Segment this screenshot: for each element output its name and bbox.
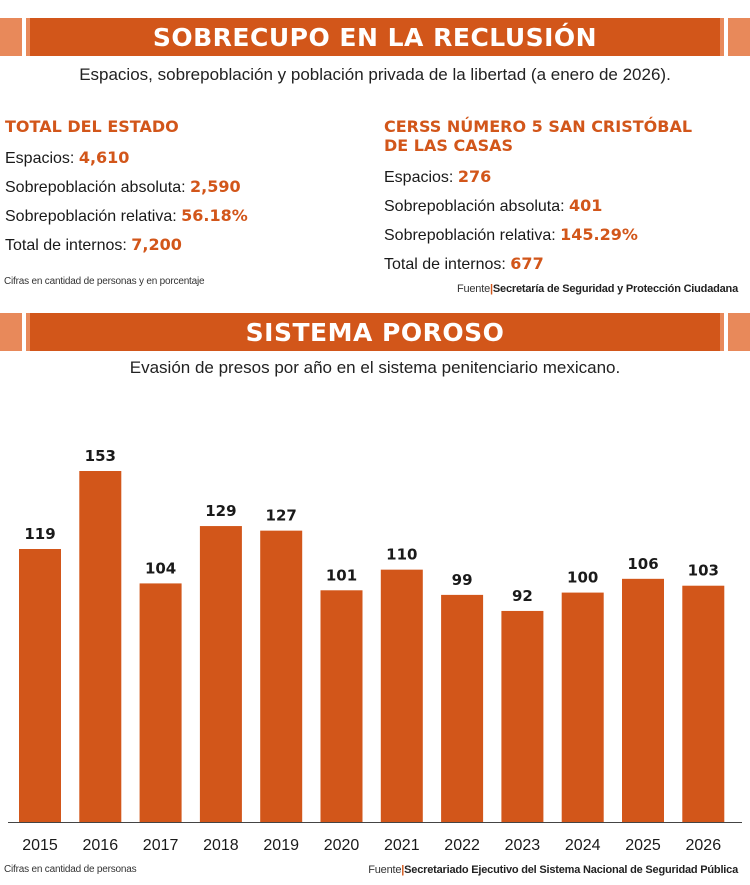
cerss-stats-block: CERSS NÚMERO 5 SAN CRISTÓBAL DE LAS CASA… [384, 117, 692, 279]
stat-value: 401 [569, 196, 603, 215]
bar-2018 [199, 526, 242, 822]
stat-label: Total de internos: [5, 237, 132, 254]
data-label-2024: 100 [567, 569, 598, 587]
data-label-2016: 153 [85, 447, 116, 465]
stat-label: Total de internos: [384, 256, 511, 273]
stat-label: Sobrepoblación relativa: [5, 208, 182, 225]
x-tick-label-2015: 2015 [22, 837, 58, 854]
stat-row: Total de internos: 677 [384, 250, 692, 279]
stat-label: Sobrepoblación absoluta: [384, 198, 570, 215]
data-label-2018: 129 [205, 502, 236, 520]
data-label-2023: 92 [512, 587, 533, 605]
stat-value: 56.18% [181, 206, 248, 225]
stat-label: Sobrepoblación absoluta: [5, 179, 191, 196]
stat-value: 677 [510, 254, 544, 273]
stat-value: 7,200 [131, 235, 182, 254]
bar-2026 [682, 585, 725, 822]
x-tick-label-2021: 2021 [384, 837, 420, 854]
x-tick-label-2019: 2019 [263, 837, 299, 854]
x-tick-label-2023: 2023 [505, 837, 541, 854]
bar-2019 [260, 530, 303, 822]
x-tick-label-2018: 2018 [203, 837, 239, 854]
section1-source: Fuente|Secretaría de Seguridad y Protecc… [457, 283, 738, 295]
section1-subtitle: Espacios, sobrepoblación y población pri… [79, 65, 671, 84]
stat-row: Sobrepoblación relativa: 145.29% [384, 221, 692, 250]
data-label-2025: 106 [627, 555, 658, 573]
state-stats-list: Espacios: 4,610 Sobrepoblación absoluta: … [5, 144, 248, 260]
band-left-accent [0, 313, 30, 351]
bar-2015 [19, 549, 61, 822]
state-heading: TOTAL DEL ESTADO [5, 117, 179, 136]
source-name: Secretaría de Seguridad y Protección Ciu… [492, 283, 738, 295]
band-right-accent [720, 313, 750, 351]
cerss-heading-line2: DE LAS CASAS [384, 136, 514, 155]
bar-2024 [561, 592, 604, 822]
source-separator: | [401, 864, 405, 876]
bar-2023 [501, 610, 544, 822]
band-right-accent [720, 18, 750, 56]
source-name: Secretariado Ejecutivo del Sistema Nacio… [404, 864, 738, 876]
data-label-2022: 99 [452, 571, 473, 589]
stat-value: 145.29% [560, 225, 638, 244]
data-label-2015: 119 [24, 525, 55, 543]
bar-2022 [441, 594, 484, 822]
stat-value: 276 [457, 167, 492, 186]
section2-source: Fuente|Secretariado Ejecutivo del Sistem… [368, 864, 738, 876]
section2-title: SISTEMA POROSO [245, 317, 505, 347]
x-tick-label-2024: 2024 [565, 837, 601, 854]
bar-2016 [79, 471, 122, 822]
stat-row: Sobrepoblación absoluta: 401 [384, 192, 692, 221]
bar-2021 [380, 569, 423, 822]
band-left-accent [0, 18, 30, 56]
stat-label: Espacios: [384, 169, 458, 186]
x-tick-label-2016: 2016 [83, 837, 119, 854]
cerss-heading: CERSS NÚMERO 5 SAN CRISTÓBAL DE LAS CASA… [384, 117, 692, 155]
stat-row: Total de internos: 7,200 [5, 231, 248, 260]
stat-row: Espacios: 276 [384, 163, 692, 192]
x-tick-label-2022: 2022 [444, 837, 480, 854]
stat-label: Espacios: [5, 150, 79, 167]
section2-subtitle: Evasión de presos por año en el sistema … [129, 358, 621, 377]
section1-title-band: SOBRECUPO EN LA RECLUSIÓN [0, 18, 750, 56]
x-tick-label-2020: 2020 [324, 837, 360, 854]
source-separator: | [490, 283, 493, 295]
bar-2025 [622, 578, 664, 822]
state-stats-block: TOTAL DEL ESTADO Espacios: 4,610 Sobrepob… [5, 117, 248, 260]
stat-row: Sobrepoblación relativa: 56.18% [5, 202, 248, 231]
source-label: Fuente [456, 283, 490, 295]
section1-title: SOBRECUPO EN LA RECLUSIÓN [152, 22, 598, 52]
data-label-2026: 103 [688, 562, 719, 580]
stat-value: 4,610 [78, 148, 130, 167]
section2-title-band: SISTEMA POROSO [0, 313, 750, 351]
x-tick-label-2026: 2026 [686, 837, 722, 854]
section2-note: Cifras en cantidad de personas [4, 864, 137, 875]
section1-note: Cifras en cantidad de personas y en porc… [4, 276, 205, 287]
bar-2020 [320, 590, 363, 822]
stat-row: Espacios: 4,610 [5, 144, 248, 173]
stat-label: Sobrepoblación relativa: [384, 227, 561, 244]
stat-value: 2,590 [190, 177, 241, 196]
stat-row: Sobrepoblación absoluta: 2,590 [5, 173, 248, 202]
escapes-bar-chart: 119 2015 153 2016 104 2017 129 2018 127 2019 101 20… [8, 447, 742, 854]
cerss-stats-list: Espacios: 276 Sobrepoblación absoluta: 40… [384, 163, 692, 279]
x-tick-label-2017: 2017 [143, 837, 179, 854]
data-label-2019: 127 [266, 507, 297, 525]
bar-2017 [139, 583, 182, 822]
data-label-2021: 110 [386, 546, 417, 564]
data-label-2020: 101 [326, 566, 357, 584]
data-label-2017: 104 [145, 559, 176, 577]
x-tick-label-2025: 2025 [625, 837, 661, 854]
source-label: Fuente [368, 864, 402, 876]
cerss-heading-line1: CERSS NÚMERO 5 SAN CRISTÓBAL [384, 117, 693, 136]
